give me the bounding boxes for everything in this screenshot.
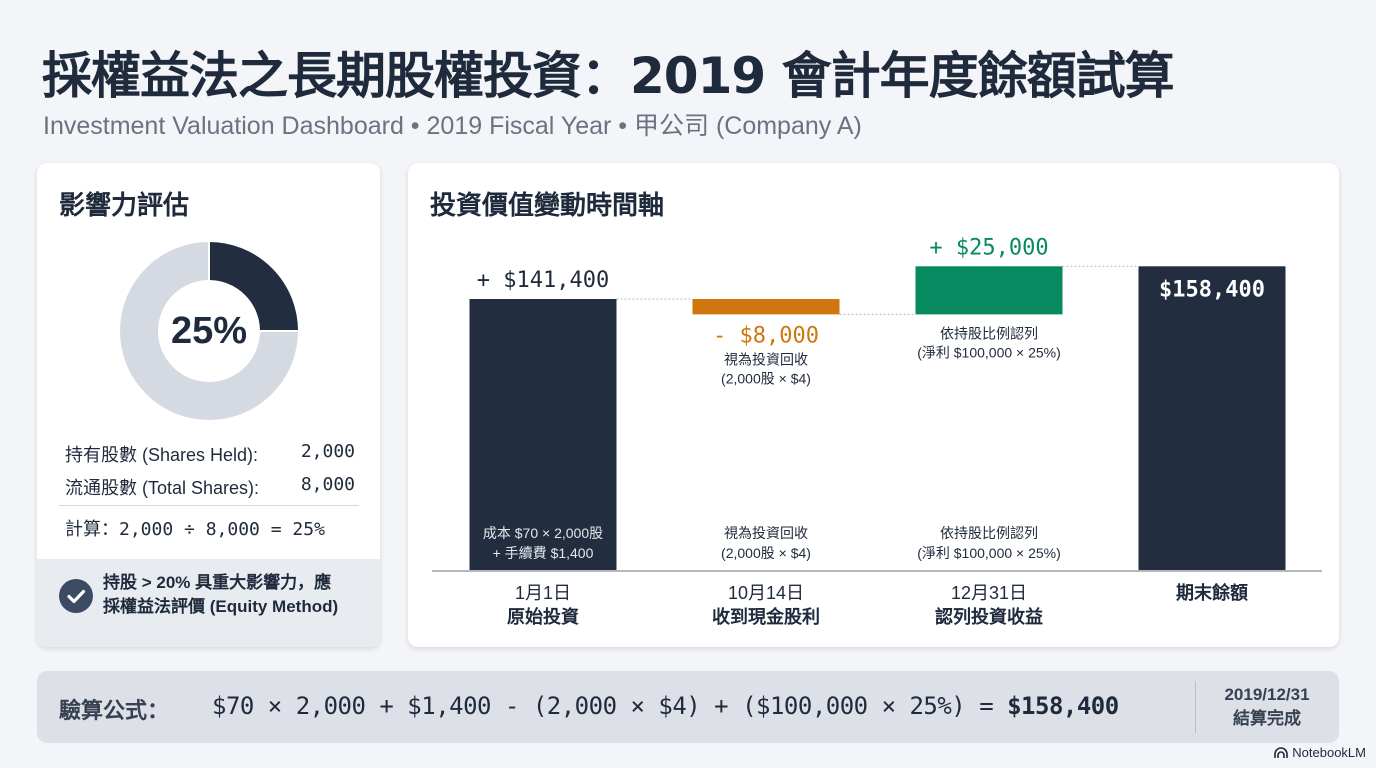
category-name-label: 原始投資 [507, 606, 579, 628]
bar-note-upper-1: 視為投資回收 [724, 351, 808, 367]
ownership-calculation: 計算：2,000 ÷ 8,000 = 25% [65, 519, 325, 540]
waterfall-bar [1138, 266, 1286, 571]
influence-card-title: 影響力評估 [59, 191, 190, 221]
bar-note-upper-2: (2,000股 × $4) [721, 370, 811, 386]
formula-label: 驗算公式： [59, 699, 170, 724]
verdict-line-1: 持股 > 20% 具重大影響力，應 [103, 573, 332, 592]
value-label: + $25,000 [929, 235, 1048, 260]
value-label: + $141,400 [477, 268, 609, 293]
bar-note-line-2: + 手續費 $1,400 [493, 545, 594, 561]
bar-note-line-1: 成本 $70 × 2,000股 [483, 525, 603, 541]
timeline-card: 投資價值變動時間軸 + $141,400 成本 $70 × 2,000股 + 手續費… [408, 163, 1339, 647]
waterfall-bar [692, 299, 840, 315]
donut-fill-arc [208, 242, 298, 332]
verdict-box: 持股 > 20% 具重大影響力，應 採權益法評價 (Equity Method) [37, 559, 380, 647]
donut-svg [120, 241, 299, 420]
page-subtitle: Investment Valuation Dashboard • 2019 Fi… [43, 112, 862, 140]
waterfall-chart: + $141,400 成本 $70 × 2,000股 + 手續費 $1,400 - $… [432, 235, 1322, 628]
timeline-card-title: 投資價值變動時間軸 [430, 191, 665, 221]
category-date-label: 1月1日 [515, 583, 571, 603]
value-label: - $8,000 [713, 323, 819, 348]
bar-note-lower-1: 依持股比例認列 [940, 525, 1038, 541]
bar-note-upper-2: (淨利 $100,000 × 25%) [917, 344, 1061, 360]
formula-expression-text: $70 × 2,000 + $1,400 - (2,000 × $4) + ($… [212, 692, 994, 720]
check-circle-icon [59, 579, 93, 613]
shares-held-value: 2,000 [300, 441, 355, 462]
influence-card: 影響力評估 25% 持有股數 (Shares Held): 2,000 流通股數… [37, 163, 380, 647]
settlement-status: 結算完成 [1233, 709, 1301, 728]
total-shares-label: 流通股數 (Total Shares): [65, 478, 260, 498]
bar-note-lower-1: 視為投資回收 [724, 525, 808, 541]
shares-held-row: 持有股數 (Shares Held): 2,000 [65, 441, 355, 467]
bar-note-upper-1: 依持股比例認列 [940, 325, 1038, 341]
category-date-label: 12月31日 [951, 583, 1027, 603]
bar-note-lower-2: (淨利 $100,000 × 25%) [917, 545, 1061, 561]
category-date-label: 10月14日 [728, 583, 804, 603]
category-name-label: 收到現金股利 [712, 606, 820, 628]
waterfall-bar [915, 266, 1063, 315]
notebooklm-icon [1274, 746, 1289, 758]
total-shares-row: 流通股數 (Total Shares): 8,000 [65, 474, 355, 500]
formula-expression: $70 × 2,000 + $1,400 - (2,000 × $4) + ($… [212, 692, 1119, 720]
category-name-label: 期末餘額 [1176, 582, 1248, 604]
verdict-text: 持股 > 20% 具重大影響力，應 採權益法評價 (Equity Method) [103, 571, 375, 619]
page-title: 採權益法之長期股權投資：2019 會計年度餘額試算 [42, 47, 1175, 105]
bar-note-lower-2: (2,000股 × $4) [721, 545, 811, 561]
settlement-date: 2019/12/31 [1224, 685, 1310, 704]
formula-divider [1195, 681, 1196, 733]
brand-watermark: NotebookLM [1274, 745, 1366, 760]
stats-divider [59, 505, 359, 506]
ownership-percent: 25% [170, 309, 248, 352]
waterfall-bar [469, 299, 617, 571]
shares-held-label: 持有股數 (Shares Held): [65, 445, 259, 465]
formula-bar: 驗算公式： $70 × 2,000 + $1,400 - (2,000 × $4… [37, 671, 1339, 743]
total-shares-value: 8,000 [300, 474, 355, 495]
brand-name: NotebookLM [1292, 745, 1366, 760]
settlement-stamp: 2019/12/31 結算完成 [1207, 683, 1327, 731]
category-name-label: 認列投資收益 [935, 606, 1043, 628]
value-label: $158,400 [1159, 277, 1265, 302]
check-mark-svg [67, 589, 86, 604]
verdict-line-2: 採權益法評價 (Equity Method) [103, 597, 339, 616]
formula-result: $158,400 [1007, 692, 1119, 720]
ownership-donut: 25% [117, 239, 301, 423]
